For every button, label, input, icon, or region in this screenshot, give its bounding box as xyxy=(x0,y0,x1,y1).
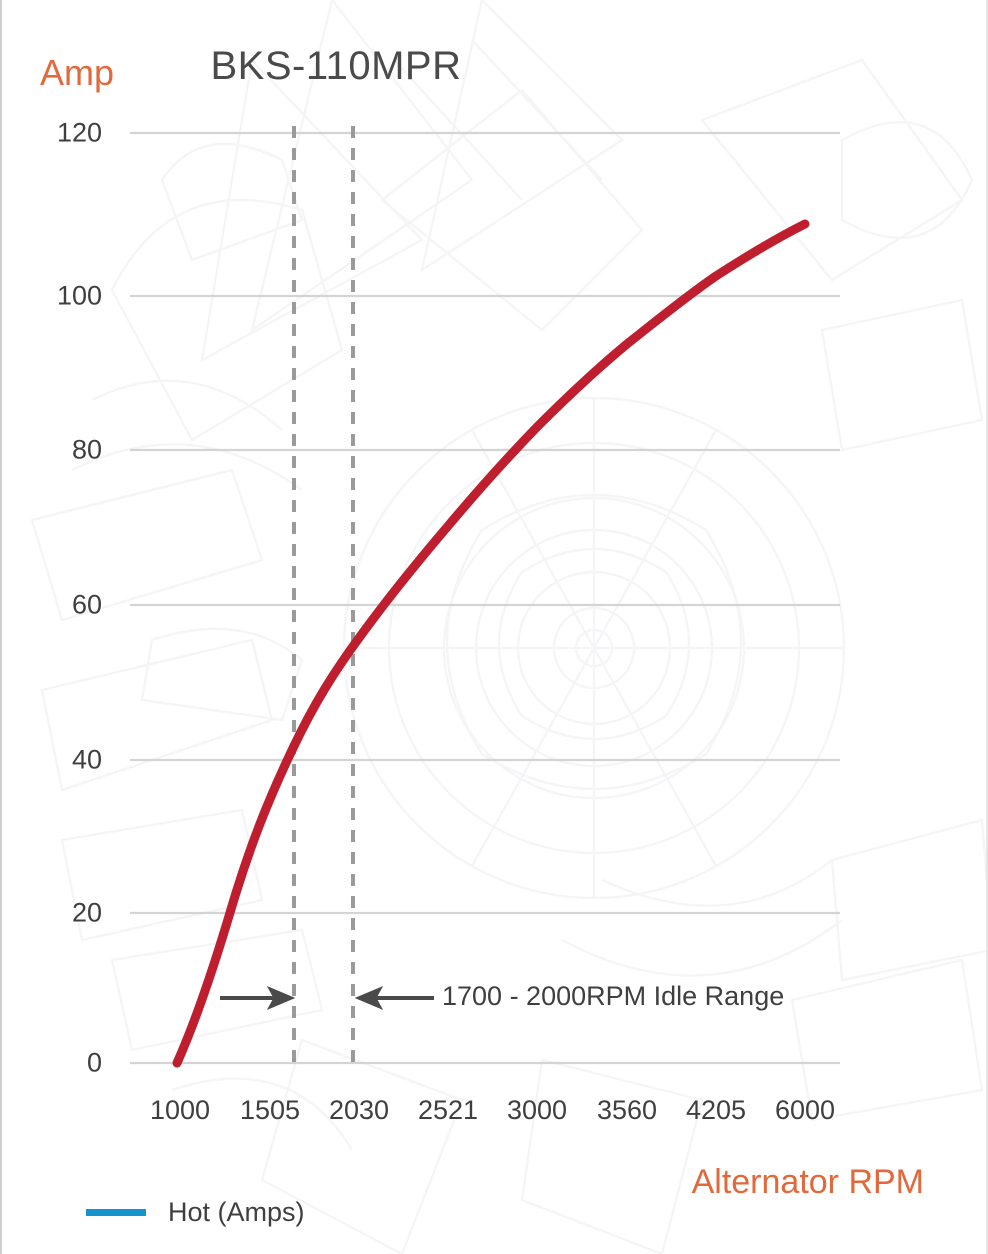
y-tick-label: 60 xyxy=(71,589,102,620)
idle-range-arrows xyxy=(220,985,434,1011)
y-tick-label: 100 xyxy=(56,280,102,311)
x-axis-title: Alternator RPM xyxy=(691,1163,924,1201)
legend-label-hot-amps: Hot (Amps) xyxy=(168,1197,305,1227)
legend-swatch-hot-amps xyxy=(86,1209,146,1216)
idle-range-annotation-label: 1700 - 2000RPM Idle Range xyxy=(442,981,785,1011)
x-tick-label: 1505 xyxy=(239,1095,301,1125)
x-tick-label: 4205 xyxy=(685,1095,747,1125)
y-tick-label: 80 xyxy=(71,434,102,465)
gridlines xyxy=(130,131,840,1065)
hot-amps-curve xyxy=(172,219,810,1068)
y-tick-label: 20 xyxy=(71,897,102,928)
x-tick-label: 3000 xyxy=(506,1095,568,1125)
x-tick-label: 2521 xyxy=(417,1095,479,1125)
y-axis-title: Amp xyxy=(40,52,115,93)
x-tick-label: 1000 xyxy=(149,1095,211,1125)
y-tick-label: 0 xyxy=(86,1047,102,1078)
x-tick-label: 2030 xyxy=(328,1095,390,1125)
y-tick-label: 120 xyxy=(56,117,102,148)
x-tick-label: 3560 xyxy=(596,1095,658,1125)
idle-range-markers xyxy=(292,126,355,1063)
chart-title: BKS-110MPR xyxy=(210,44,462,88)
y-tick-label: 40 xyxy=(71,744,102,775)
chart-legend: Hot (Amps) xyxy=(86,1197,305,1228)
x-tick-label: 6000 xyxy=(774,1095,836,1125)
